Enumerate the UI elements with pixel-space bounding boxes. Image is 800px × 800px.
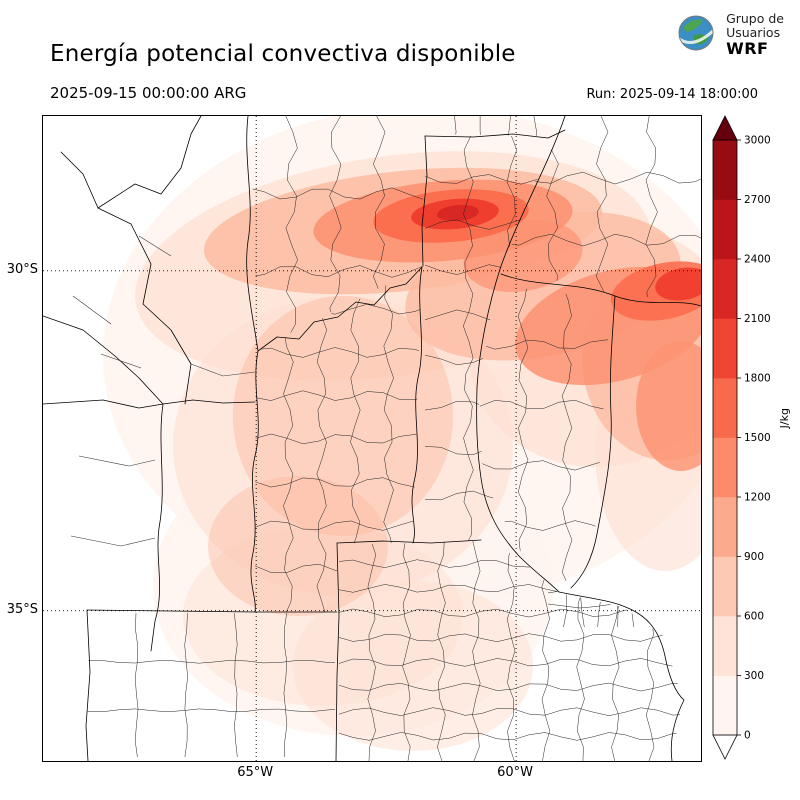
graticule [43, 116, 701, 761]
logo-line2: Usuarios [726, 25, 781, 41]
svg-text:1800: 1800 [744, 373, 771, 385]
cape-shading [103, 116, 701, 751]
svg-text:2400: 2400 [744, 254, 771, 266]
run-time-label: Run: 2025-09-14 18:00:00 [586, 87, 758, 102]
logo-line1: Grupo de [726, 11, 784, 27]
colorbar: 0 300 600 900 1200 1500 1800 2100 2400 2700 3000 [712, 115, 772, 760]
cape-map [43, 116, 701, 761]
svg-text:2100: 2100 [744, 313, 771, 325]
x-axis-tick-label: 60°W [497, 765, 534, 780]
west-department-lines [70, 235, 256, 547]
svg-text:600: 600 [744, 611, 764, 623]
logo-line3: WRF [726, 39, 769, 59]
province-boundaries [43, 116, 701, 761]
map-panel [42, 115, 702, 762]
svg-text:300: 300 [744, 670, 764, 682]
svg-text:1200: 1200 [744, 492, 771, 504]
page-title: Energía potencial convectiva disponible [50, 41, 516, 68]
svg-text:0: 0 [744, 730, 751, 742]
svg-text:900: 900 [744, 551, 764, 563]
valid-time-label: 2025-09-15 00:00:00 ARG [50, 84, 247, 102]
svg-text:3000: 3000 [744, 135, 771, 147]
svg-text:2700: 2700 [744, 194, 771, 206]
y-axis-tick-label: 30°S [6, 261, 38, 277]
logo-text: Grupo de Usuarios WRF [726, 12, 784, 58]
x-axis-tick-label: 65°W [237, 765, 274, 780]
globe-icon [673, 10, 719, 60]
colorbar-svg: 0 300 600 900 1200 1500 1800 2100 2400 2700 3000 [712, 115, 771, 760]
colorbar-units-label: J/kg [778, 408, 791, 429]
wrf-logo: Grupo de Usuarios WRF [673, 10, 784, 60]
svg-text:1500: 1500 [744, 432, 771, 444]
y-axis-tick-label: 35°S [6, 601, 38, 617]
